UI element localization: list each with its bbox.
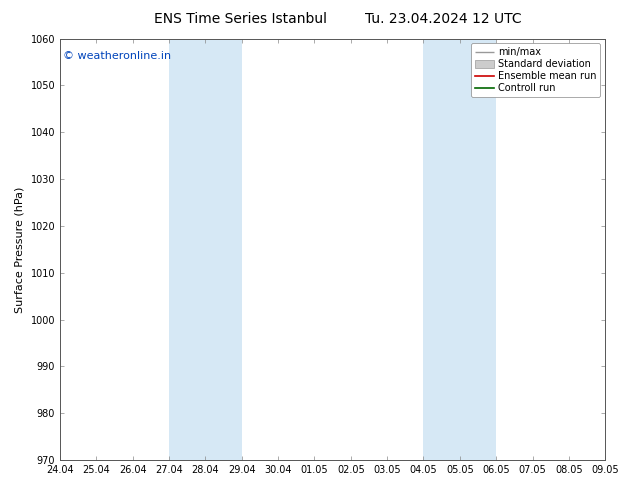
Legend: min/max, Standard deviation, Ensemble mean run, Controll run: min/max, Standard deviation, Ensemble me… — [470, 44, 600, 97]
Text: © weatheronline.in: © weatheronline.in — [63, 51, 171, 61]
Y-axis label: Surface Pressure (hPa): Surface Pressure (hPa) — [15, 186, 25, 313]
Text: ENS Time Series Istanbul: ENS Time Series Istanbul — [155, 12, 327, 26]
Bar — [169, 39, 242, 460]
Text: Tu. 23.04.2024 12 UTC: Tu. 23.04.2024 12 UTC — [365, 12, 522, 26]
Bar — [424, 39, 496, 460]
